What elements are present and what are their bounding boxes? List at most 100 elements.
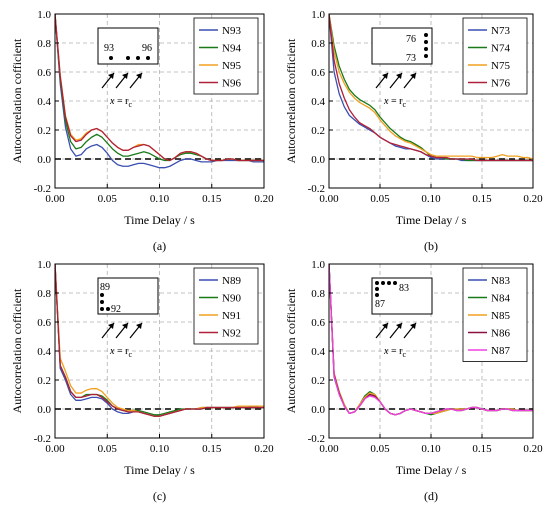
x-tick-label: 0.05 <box>98 193 118 205</box>
legend-label: N93 <box>222 25 241 37</box>
flow-arrowhead <box>410 73 416 79</box>
probe-dot <box>381 281 385 285</box>
y-tick-label: 0.6 <box>311 317 325 329</box>
y-tick-label: 1.0 <box>37 259 51 271</box>
flow-arrowhead <box>108 323 114 329</box>
legend-label: N87 <box>491 345 510 357</box>
series-group <box>55 264 264 417</box>
series-group <box>55 14 264 169</box>
flow-arrowhead <box>136 73 142 79</box>
y-tick-label: -0.2 <box>308 183 325 195</box>
legend-label: N86 <box>491 328 510 340</box>
flow-arrowhead <box>382 73 388 79</box>
series-group <box>329 264 533 416</box>
inset-schematic: 76 73 x = rc <box>371 27 433 109</box>
legend-label: N95 <box>222 60 241 72</box>
inset-formula: x = rc <box>383 96 406 109</box>
probe-dot <box>109 56 113 60</box>
flow-arrowhead <box>136 323 142 329</box>
inset-formula: x = rc <box>383 346 406 359</box>
panel-caption: (a) <box>153 239 166 253</box>
flow-arrowhead <box>122 323 128 329</box>
legend-label: N90 <box>222 293 241 305</box>
y-tick-label: 1.0 <box>37 9 51 21</box>
y-tick-label: -0.2 <box>308 433 325 445</box>
flow-arrowhead <box>382 323 388 329</box>
y-tick-label: 0.0 <box>311 404 325 416</box>
y-tick-label: 0.8 <box>37 288 51 300</box>
x-tick-label: 0.15 <box>202 443 222 455</box>
y-tick-label: 1.0 <box>311 9 325 21</box>
series-line-n96 <box>55 14 264 162</box>
chart-panel-2: 0.00 0.05 0.10 0.15 0.20 -0.2 0.0 0.2 0.4 0.6 0.8 1… <box>284 9 543 253</box>
x-tick-label: 0.20 <box>523 193 543 205</box>
legend: N73 N74 N75 N76 <box>462 17 528 95</box>
y-tick-label: 0.2 <box>37 375 51 387</box>
y-tick-label: 0.2 <box>311 375 325 387</box>
x-axis-title: Time Delay / s <box>124 213 195 227</box>
panel-caption: (b) <box>424 239 438 253</box>
flow-arrowhead <box>122 73 128 79</box>
flow-arrowhead <box>396 73 402 79</box>
inset-schematic: 83 87 x = rc <box>371 277 433 359</box>
x-tick-label: 0.05 <box>98 443 118 455</box>
x-axis-title: Time Delay / s <box>396 463 467 477</box>
legend-label: N89 <box>222 275 241 287</box>
probe-dot <box>387 281 391 285</box>
legend-label: N96 <box>222 78 241 90</box>
legend: N89 N90 N91 N92 <box>193 267 259 345</box>
inset-box <box>371 27 433 65</box>
x-tick-label: 0.10 <box>150 193 170 205</box>
y-tick-label: 0.0 <box>37 404 51 416</box>
probe-dot <box>424 40 428 44</box>
y-tick-label: 0.0 <box>311 154 325 166</box>
x-tick-label: 0.15 <box>472 443 492 455</box>
series-line-n93 <box>55 14 264 169</box>
legend-label: N85 <box>491 310 510 322</box>
y-tick-label: 0.4 <box>311 96 325 108</box>
x-tick-label: 0.00 <box>45 443 65 455</box>
probe-dot <box>424 47 428 51</box>
x-tick-label: 0.15 <box>202 193 222 205</box>
chart-panel-4: 0.00 0.05 0.10 0.15 0.20 -0.2 0.0 0.2 0.4 0.6 0.8 1… <box>284 259 543 503</box>
y-tick-label: 0.6 <box>37 317 51 329</box>
inset-label: 87 <box>375 299 385 310</box>
x-tick-label: 0.10 <box>150 443 170 455</box>
x-axis-title: Time Delay / s <box>124 463 195 477</box>
y-tick-label: -0.2 <box>34 433 51 445</box>
probe-dot <box>424 33 428 37</box>
x-tick-label: 0.00 <box>319 443 339 455</box>
flow-arrowhead <box>108 73 114 79</box>
y-tick-label: -0.2 <box>34 183 51 195</box>
chart-panel-1: 0.00 0.05 0.10 0.15 0.20 -0.2 0.0 0.2 0.4 0.6 0.8 1… <box>10 9 274 253</box>
inset-label: 92 <box>111 304 121 315</box>
legend-label: N74 <box>491 43 510 55</box>
x-axis-title: Time Delay / s <box>396 213 467 227</box>
y-tick-label: 0.6 <box>37 67 51 79</box>
x-tick-label: 0.05 <box>370 193 390 205</box>
y-axis-title: Autocorrelation cofficient <box>284 38 298 163</box>
legend-label: N92 <box>222 328 241 340</box>
series-line-n76 <box>329 14 533 162</box>
x-tick-label: 0.20 <box>254 443 274 455</box>
legend-label: N75 <box>491 60 510 72</box>
y-tick-label: 0.4 <box>311 346 325 358</box>
y-tick-label: 0.0 <box>37 154 51 166</box>
legend: N83 N84 N85 N86 N87 <box>462 267 528 362</box>
inset-formula: x = rc <box>109 96 132 109</box>
probe-dot <box>106 307 110 311</box>
x-tick-label: 0.05 <box>370 443 390 455</box>
inset-label: 83 <box>399 283 409 294</box>
y-axis-title: Autocorrelation cofficient <box>10 38 24 163</box>
legend-label: N91 <box>222 310 241 322</box>
panel-caption: (c) <box>153 489 166 503</box>
y-tick-label: 0.2 <box>37 125 51 137</box>
legend-box <box>193 17 259 95</box>
inset-label: 89 <box>100 282 110 293</box>
probe-dot <box>424 54 428 58</box>
probe-dot <box>393 281 397 285</box>
y-tick-label: 0.8 <box>311 288 325 300</box>
series-line-n75 <box>329 14 533 160</box>
inset-schematic: 93 96 x = rc <box>97 27 159 109</box>
